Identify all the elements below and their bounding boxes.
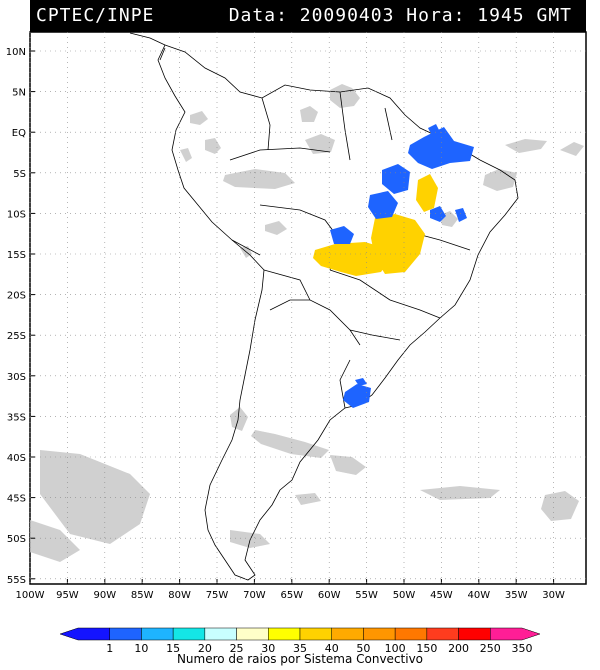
latitude-axis: 10N 5N EQ 5S 10S 15S 20S 25S 30S 35S 40S 45S 50S 55S bbox=[6, 47, 586, 586]
lon-tick-label: 55W bbox=[355, 590, 378, 601]
border-lines bbox=[229, 91, 471, 409]
colorbar-tick-label: 50 bbox=[356, 642, 370, 655]
lat-tick-label: 55S bbox=[7, 575, 26, 586]
lon-tick-label: 90W bbox=[93, 590, 116, 601]
colorbar-tick-label: 100 bbox=[385, 642, 406, 655]
colorbar-segment bbox=[109, 627, 142, 641]
lat-tick-label: 40S bbox=[7, 453, 26, 464]
lightning-high-count bbox=[313, 174, 438, 276]
colorbar-tick-label: 20 bbox=[198, 642, 212, 655]
colorbar-tick-label: 15 bbox=[166, 642, 180, 655]
colorbar-segment bbox=[141, 627, 174, 641]
lat-tick-label: 5N bbox=[12, 88, 26, 99]
datetime-label: Data: 20090403 Hora: 1945 GMT bbox=[228, 5, 572, 26]
lon-tick-label: 85W bbox=[131, 590, 154, 601]
lat-tick-label: 50S bbox=[7, 534, 26, 545]
lat-tick-label: 15S bbox=[7, 250, 26, 261]
colorbar-segment bbox=[268, 627, 301, 641]
south-america-coast bbox=[157, 44, 519, 581]
lon-tick-label: 50W bbox=[393, 590, 416, 601]
lat-tick-label: EQ bbox=[12, 128, 26, 139]
source-label: CPTEC/INPE bbox=[36, 5, 155, 26]
lat-tick-label: 35S bbox=[7, 412, 26, 423]
lon-tick-label: 40W bbox=[467, 590, 490, 601]
lat-tick-label: 5S bbox=[13, 169, 26, 180]
continent-outline bbox=[129, 32, 519, 581]
lat-tick-label: 20S bbox=[7, 291, 26, 302]
colorbar-segment bbox=[299, 627, 332, 641]
lat-tick-label: 10N bbox=[6, 47, 26, 58]
lightning-low-count bbox=[330, 124, 474, 408]
cloud-cover bbox=[30, 84, 584, 562]
lon-tick-label: 60W bbox=[318, 590, 341, 601]
lon-tick-label: 45W bbox=[430, 590, 453, 601]
colorbar: 1 10 15 20 25 30 35 40 50 100 150 200 250 350 bbox=[59, 627, 541, 655]
colorbar-tick-label: 30 bbox=[261, 642, 275, 655]
lon-tick-label: 70W bbox=[243, 590, 266, 601]
lon-tick-label: 80W bbox=[168, 590, 191, 601]
colorbar-segment bbox=[490, 627, 541, 641]
colorbar-segment bbox=[172, 627, 206, 641]
colorbar-tick-label: 250 bbox=[480, 642, 501, 655]
colorbar-segment bbox=[204, 627, 237, 641]
colorbar-segment bbox=[331, 627, 364, 641]
central-america bbox=[129, 32, 166, 61]
colorbar-segment bbox=[236, 627, 269, 641]
lon-tick-label: 35W bbox=[505, 590, 528, 601]
colorbar-segment bbox=[363, 627, 396, 641]
colorbar-segment bbox=[426, 627, 459, 641]
colorbar-tick-label: 10 bbox=[134, 642, 148, 655]
colorbar-tick-label: 200 bbox=[448, 642, 469, 655]
colorbar-tick-label: 1 bbox=[106, 642, 113, 655]
lon-tick-label: 95W bbox=[56, 590, 79, 601]
colorbar-segment bbox=[458, 627, 491, 641]
colorbar-tick-label: 350 bbox=[512, 642, 533, 655]
colorbar-tick-label: 150 bbox=[416, 642, 437, 655]
lon-tick-label: 75W bbox=[206, 590, 229, 601]
lat-tick-label: 45S bbox=[7, 494, 26, 505]
colorbar-tick-label: 35 bbox=[293, 642, 307, 655]
colorbar-tick-label: 40 bbox=[325, 642, 339, 655]
lon-tick-label: 100W bbox=[16, 590, 45, 601]
lat-tick-label: 10S bbox=[7, 209, 26, 220]
colorbar-caption: Numero de raios por Sistema Convectivo bbox=[176, 652, 424, 666]
colorbar-segment bbox=[394, 627, 428, 641]
lon-tick-label: 30W bbox=[542, 590, 565, 601]
lat-tick-label: 25S bbox=[7, 331, 26, 342]
longitude-axis: 100W 95W 90W 85W 80W 75W 70W 65W 60W 55W 50W 45W 40W… bbox=[16, 32, 565, 601]
colorbar-segment bbox=[59, 627, 110, 641]
lat-tick-label: 30S bbox=[7, 372, 26, 383]
map-header: CPTEC/INPE Data: 20090403 Hora: 1945 GMT bbox=[30, 0, 586, 32]
colorbar-tick-label: 25 bbox=[230, 642, 244, 655]
lon-tick-label: 65W bbox=[280, 590, 303, 601]
